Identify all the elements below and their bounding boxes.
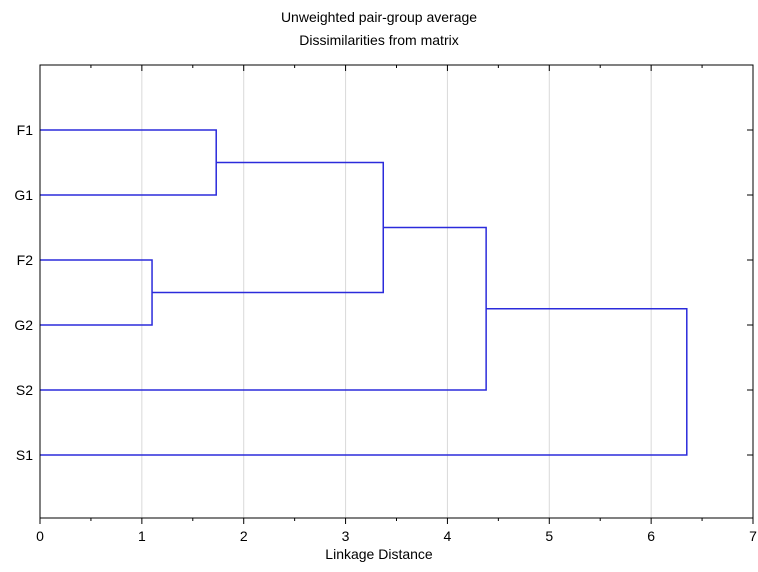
leaf-label: F2 bbox=[17, 252, 34, 268]
x-tick-label: 0 bbox=[36, 528, 44, 544]
x-tick-label: 2 bbox=[240, 528, 248, 544]
chart-subtitle: Dissimilarities from matrix bbox=[299, 32, 459, 48]
x-tick-label: 4 bbox=[444, 528, 452, 544]
dendrogram-link bbox=[40, 259, 153, 326]
x-tick-label: 7 bbox=[749, 528, 757, 544]
leaf-label: F1 bbox=[17, 122, 34, 138]
dendrogram-link bbox=[40, 308, 688, 456]
chart-title: Unweighted pair-group average bbox=[280, 9, 478, 25]
leaf-label: G2 bbox=[14, 317, 33, 333]
x-axis-label: Linkage Distance bbox=[325, 546, 433, 562]
leaf-label: S2 bbox=[16, 382, 33, 398]
dendrogram-link bbox=[40, 129, 217, 196]
x-tick-label: 3 bbox=[342, 528, 350, 544]
plot-frame bbox=[39, 64, 754, 519]
x-tick-label: 6 bbox=[647, 528, 655, 544]
dendrogram-link bbox=[40, 226, 487, 391]
x-tick-label: 1 bbox=[138, 528, 146, 544]
leaf-label: S1 bbox=[16, 447, 33, 463]
dendrogram-link bbox=[152, 161, 385, 294]
x-tick-label: 5 bbox=[545, 528, 553, 544]
leaf-label: G1 bbox=[14, 187, 33, 203]
